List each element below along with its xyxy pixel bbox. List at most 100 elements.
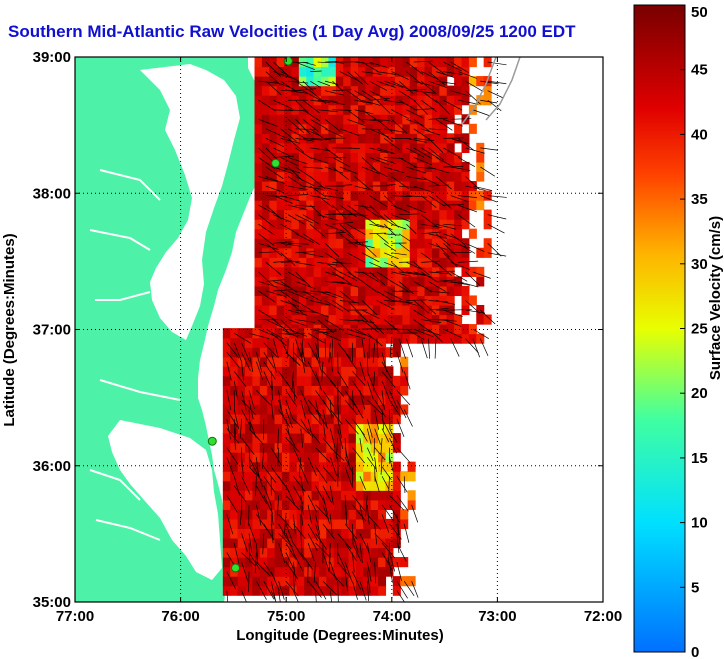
velocity-arrow [428, 338, 430, 359]
velocity-arrow [233, 542, 240, 564]
velocity-cell [328, 76, 337, 87]
velocity-cell [350, 152, 359, 163]
velocity-cell [245, 490, 254, 501]
velocity-cell [267, 547, 276, 558]
velocity-arrow [248, 390, 255, 410]
velocity-arrow [258, 99, 276, 112]
velocity-arrow [421, 328, 442, 336]
velocity-cell [365, 295, 374, 306]
velocity-arrow [270, 399, 274, 420]
radar-station-marker [231, 563, 241, 573]
velocity-arrow [307, 457, 317, 477]
velocity-cell [291, 152, 300, 163]
velocity-arrow [359, 361, 366, 381]
velocity-arrow [295, 119, 311, 135]
velocity-cell [402, 247, 411, 258]
velocity-arrow [443, 204, 464, 206]
velocity-arrow [317, 290, 338, 299]
velocity-cell [370, 566, 379, 577]
velocity-arrow [273, 260, 293, 263]
velocity-cell [350, 171, 359, 182]
velocity-cell [370, 480, 379, 491]
velocity-arrow [381, 409, 385, 430]
velocity-arrow [287, 290, 308, 300]
velocity-cell [355, 442, 364, 453]
velocity-cell [274, 490, 283, 501]
velocity-arrow [396, 562, 402, 581]
velocity-cell [284, 76, 293, 87]
velocity-cell [291, 219, 300, 230]
velocity-cell [284, 123, 293, 134]
velocity-cell [407, 471, 416, 482]
velocity-cell [313, 200, 322, 211]
velocity-arrow [406, 118, 425, 126]
colorbar-tick-label: 10 [691, 515, 708, 532]
velocity-cell [365, 247, 374, 258]
velocity-cell [222, 394, 231, 406]
velocity-arrow [398, 213, 420, 216]
velocity-cell [306, 57, 315, 68]
velocity-cell [298, 295, 307, 306]
velocity-arrow [263, 495, 274, 515]
river-lines [89, 169, 181, 541]
velocity-cell [254, 57, 263, 68]
velocity-cell [296, 433, 305, 444]
velocity-arrow [428, 61, 445, 75]
velocity-arrow [366, 571, 371, 593]
velocity-cell [358, 190, 366, 201]
velocity-cell [365, 238, 374, 249]
velocity-cell [289, 499, 298, 510]
velocity-arrow [403, 476, 406, 494]
velocity-arrow [265, 328, 284, 340]
velocity-cell [431, 200, 440, 211]
velocity-arrow [420, 99, 438, 113]
velocity-arrow [376, 233, 389, 244]
velocity-arrow [315, 466, 328, 484]
velocity-arrow [487, 80, 507, 85]
velocity-cell [328, 95, 337, 106]
velocity-cell [298, 257, 307, 268]
velocity-arrow [457, 204, 478, 213]
velocity-arrow [472, 271, 491, 279]
velocity-arrow [458, 99, 478, 105]
velocity-arrow [261, 447, 265, 469]
velocity-arrow [280, 300, 300, 307]
velocity-arrow [443, 252, 458, 267]
velocity-arrow [381, 542, 395, 559]
velocity-arrow [361, 204, 380, 218]
velocity-cell [372, 57, 381, 68]
velocity-arrow [277, 428, 279, 450]
velocity-arrow [332, 262, 352, 264]
velocity-arrow [472, 185, 493, 191]
velocity-cell [372, 171, 381, 182]
velocity-cell [222, 557, 231, 568]
velocity-arrow [315, 514, 321, 535]
velocity-cell [392, 375, 401, 386]
velocity-arrow [396, 390, 411, 406]
velocity-cell [400, 557, 409, 568]
velocity-cell [358, 257, 366, 268]
velocity-arrow [280, 195, 300, 202]
velocity-arrow [272, 338, 279, 358]
velocity-cell [370, 547, 379, 558]
velocity-arrow [380, 457, 383, 475]
velocity-cell [318, 585, 327, 596]
velocity-arrow [369, 166, 388, 178]
velocity-arrow [420, 338, 428, 359]
velocity-cell [222, 576, 231, 587]
velocity-cell [417, 133, 426, 144]
velocity-arrow [428, 233, 448, 239]
velocity-arrow [487, 243, 502, 257]
velocity-cell [370, 413, 379, 425]
velocity-cell [254, 161, 263, 173]
velocity-arrow [265, 262, 282, 276]
velocity-cell [402, 219, 411, 230]
velocity-cell [269, 76, 278, 87]
velocity-arrow [361, 319, 379, 333]
velocity-cell [348, 585, 357, 596]
velocity-arrow [443, 118, 464, 127]
velocity-cell [355, 394, 364, 406]
velocity-cell [261, 85, 270, 96]
velocity-cell [245, 499, 254, 510]
velocity-arrow [300, 399, 307, 420]
